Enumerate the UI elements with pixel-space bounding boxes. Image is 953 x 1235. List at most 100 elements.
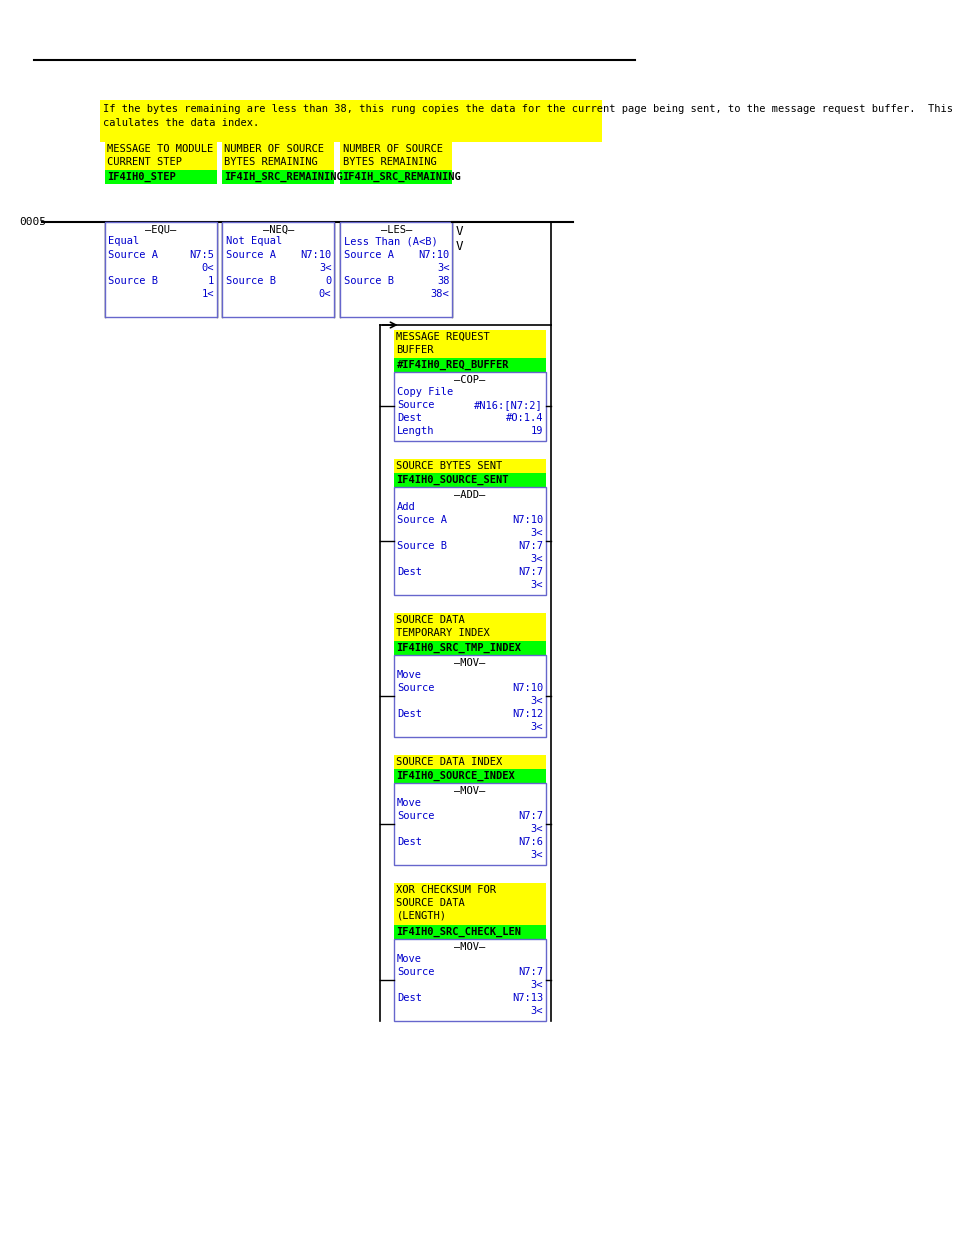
Text: Move: Move: [396, 798, 421, 808]
Text: NUMBER OF SOURCE: NUMBER OF SOURCE: [224, 144, 324, 154]
Text: #O:1.4: #O:1.4: [505, 412, 542, 424]
Text: BUFFER: BUFFER: [395, 345, 434, 354]
Text: MESSAGE TO MODULE: MESSAGE TO MODULE: [107, 144, 213, 154]
Text: NUMBER OF SOURCE: NUMBER OF SOURCE: [342, 144, 442, 154]
Text: Length: Length: [396, 426, 435, 436]
Bar: [394, 372, 545, 441]
Text: Source: Source: [396, 683, 435, 693]
Bar: [394, 330, 545, 358]
Text: —MOV—: —MOV—: [454, 942, 485, 952]
Text: —ADD—: —ADD—: [454, 490, 485, 500]
Text: N7:10: N7:10: [512, 515, 542, 525]
Bar: [105, 170, 216, 184]
Text: Source A: Source A: [396, 515, 447, 525]
Text: Source B: Source B: [396, 541, 447, 551]
Text: N7:10: N7:10: [417, 249, 449, 261]
Bar: [394, 939, 545, 1021]
Text: —EQU—: —EQU—: [145, 225, 176, 235]
Text: N7:7: N7:7: [517, 541, 542, 551]
Bar: [394, 783, 545, 864]
Text: #IF4IH0_REQ_BUFFER: #IF4IH0_REQ_BUFFER: [395, 359, 508, 370]
Text: Move: Move: [396, 671, 421, 680]
Text: Source B: Source B: [344, 275, 394, 287]
Text: Dest: Dest: [396, 709, 421, 719]
Text: Equal: Equal: [109, 236, 139, 246]
Text: N7:10: N7:10: [300, 249, 331, 261]
Bar: [340, 142, 452, 170]
Text: TEMPORARY INDEX: TEMPORARY INDEX: [395, 629, 490, 638]
Text: Source: Source: [396, 400, 435, 410]
Text: Move: Move: [396, 953, 421, 965]
Text: Source: Source: [396, 811, 435, 821]
Bar: [394, 613, 545, 641]
Text: 3<: 3<: [436, 263, 449, 273]
Text: 3<: 3<: [530, 529, 542, 538]
Bar: [394, 769, 545, 783]
Bar: [340, 170, 452, 184]
Text: 3<: 3<: [530, 824, 542, 834]
Text: BYTES REMAINING: BYTES REMAINING: [224, 157, 317, 167]
Text: MESSAGE REQUEST: MESSAGE REQUEST: [395, 332, 490, 342]
Text: N7:7: N7:7: [517, 567, 542, 577]
Text: SOURCE DATA: SOURCE DATA: [395, 898, 465, 908]
Text: 3<: 3<: [530, 981, 542, 990]
Text: 0<: 0<: [318, 289, 331, 299]
Bar: [105, 142, 216, 170]
Text: XOR CHECKSUM FOR: XOR CHECKSUM FOR: [395, 885, 496, 895]
Text: 0<: 0<: [201, 263, 213, 273]
Text: Copy File: Copy File: [396, 387, 453, 396]
Text: 3<: 3<: [530, 1007, 542, 1016]
Text: Dest: Dest: [396, 993, 421, 1003]
Text: 3<: 3<: [530, 850, 542, 860]
Text: N7:7: N7:7: [517, 811, 542, 821]
Text: Source B: Source B: [226, 275, 275, 287]
Text: SOURCE DATA: SOURCE DATA: [395, 615, 465, 625]
Text: IF4IH0_SOURCE_SENT: IF4IH0_SOURCE_SENT: [395, 475, 508, 485]
Text: N7:5: N7:5: [189, 249, 213, 261]
Text: 3<: 3<: [530, 722, 542, 732]
Text: Source: Source: [396, 967, 435, 977]
Text: Dest: Dest: [396, 837, 421, 847]
Text: Source A: Source A: [344, 249, 394, 261]
Text: V: V: [456, 240, 462, 253]
Text: Less Than (A<B): Less Than (A<B): [344, 236, 437, 246]
Text: IF4IH_SRC_REMAINING: IF4IH_SRC_REMAINING: [224, 172, 343, 183]
Bar: [222, 222, 334, 317]
Text: —MOV—: —MOV—: [454, 785, 485, 797]
Text: Source A: Source A: [226, 249, 275, 261]
Text: Dest: Dest: [396, 412, 421, 424]
Text: N7:13: N7:13: [512, 993, 542, 1003]
Text: —LES—: —LES—: [380, 225, 412, 235]
Text: V: V: [456, 225, 462, 238]
Bar: [394, 358, 545, 372]
Text: 38: 38: [436, 275, 449, 287]
Text: BYTES REMAINING: BYTES REMAINING: [342, 157, 436, 167]
Text: 3<: 3<: [318, 263, 331, 273]
Bar: [222, 170, 334, 184]
Text: 3<: 3<: [530, 555, 542, 564]
Bar: [105, 222, 216, 317]
Text: N7:6: N7:6: [517, 837, 542, 847]
Bar: [394, 883, 545, 925]
Text: 0: 0: [325, 275, 331, 287]
Text: 38<: 38<: [431, 289, 449, 299]
Text: 19: 19: [530, 426, 542, 436]
Text: Not Equal: Not Equal: [226, 236, 282, 246]
Text: calulates the data index.: calulates the data index.: [103, 119, 259, 128]
Text: #N16:[N7:2]: #N16:[N7:2]: [474, 400, 542, 410]
Text: (LENGTH): (LENGTH): [395, 911, 446, 921]
Bar: [394, 655, 545, 737]
Text: N7:10: N7:10: [512, 683, 542, 693]
Bar: [394, 487, 545, 595]
Text: 3<: 3<: [530, 580, 542, 590]
Text: SOURCE BYTES SENT: SOURCE BYTES SENT: [395, 461, 502, 471]
Text: 0005: 0005: [20, 217, 47, 227]
Bar: [222, 142, 334, 170]
Text: IF4IH0_SRC_CHECK_LEN: IF4IH0_SRC_CHECK_LEN: [395, 927, 521, 937]
Bar: [394, 473, 545, 487]
Text: 1: 1: [208, 275, 213, 287]
Text: Add: Add: [396, 501, 416, 513]
Text: 3<: 3<: [530, 697, 542, 706]
Text: Source B: Source B: [109, 275, 158, 287]
Text: —MOV—: —MOV—: [454, 658, 485, 668]
